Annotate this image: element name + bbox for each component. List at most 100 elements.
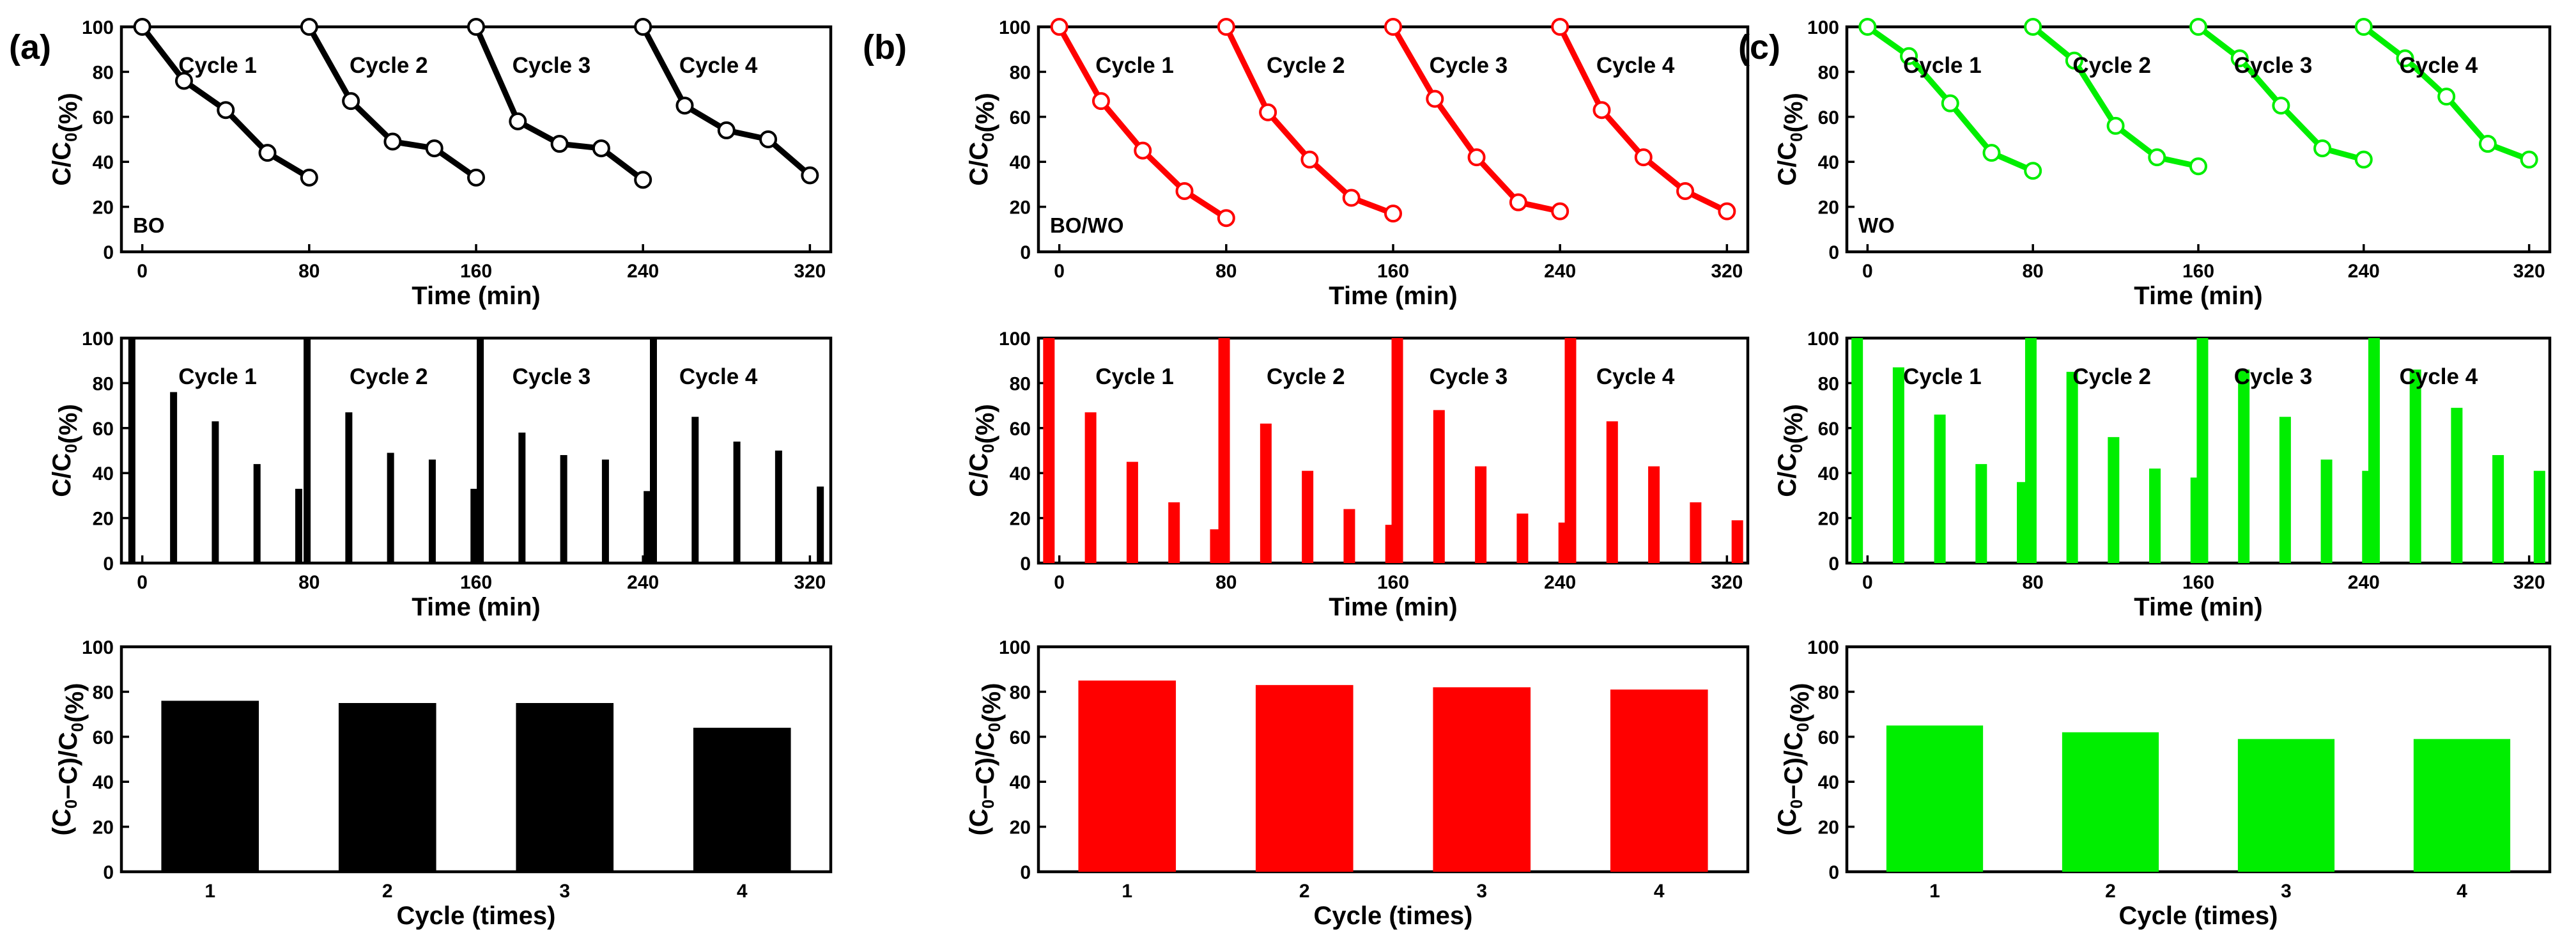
x-tick-label: 320 — [794, 261, 826, 282]
y-tick-label: 0 — [103, 242, 114, 263]
y-tick-label: 20 — [1818, 509, 1839, 530]
x-tick-label: 160 — [2182, 261, 2214, 282]
cycle-label: Cycle 1 — [178, 364, 257, 389]
bar-cycle-2 — [2108, 437, 2120, 563]
x-tick-label: 160 — [460, 572, 492, 593]
y-tick-label: 20 — [1010, 197, 1031, 219]
data-point — [133, 18, 151, 36]
panel-letter: (c) — [1738, 28, 1780, 66]
bar-cycle-2 — [428, 460, 436, 563]
panel-letter: (a) — [9, 28, 51, 66]
panel-letter: (b) — [863, 28, 907, 66]
bar-cycle-1 — [170, 392, 178, 563]
cycle-label: Cycle 4 — [1596, 53, 1675, 78]
x-tick-label: 240 — [2348, 572, 2380, 593]
x-tick-label: 2 — [1299, 881, 1310, 902]
bar-cycle-4 — [691, 417, 699, 563]
removal-bar — [1433, 687, 1531, 872]
line-chart: 0 20 40 60 80 100 0 80 160 240 320 Time (min) C/C0(%… — [1773, 17, 2552, 310]
y-tick-label: 0 — [1828, 862, 1839, 883]
bar-cycle-4 — [650, 338, 657, 563]
time-bar-chart: 0 20 40 60 80 100 0 80 160 240 320 Time (min) C/C0(%… — [965, 329, 1750, 621]
y-tick-label: 100 — [82, 637, 114, 658]
cycle-label: Cycle 2 — [1267, 53, 1345, 78]
bar-cycle-1 — [212, 421, 219, 563]
data-point — [1259, 103, 1277, 121]
y-tick-label: 40 — [1818, 772, 1839, 793]
removal-bar — [1886, 725, 1984, 872]
y-axis-label: C/C0(%) — [965, 404, 999, 497]
cycle-label: Cycle 1 — [1095, 364, 1174, 389]
x-axis-label: Time (min) — [2134, 593, 2263, 621]
cycle-label: Cycle 3 — [2234, 364, 2313, 389]
bar-cycle-4 — [2368, 338, 2380, 563]
time-bar-chart: 0 20 40 60 80 100 0 80 160 240 320 Time (min) C/C0(%… — [1773, 329, 2552, 621]
x-axis-label: Time (min) — [412, 282, 541, 310]
y-tick-label: 40 — [1010, 463, 1031, 484]
cycle-label: Cycle 4 — [679, 364, 758, 389]
data-point — [467, 168, 485, 187]
data-point — [1858, 18, 1877, 36]
x-tick-label: 240 — [1544, 261, 1576, 282]
x-axis-label: Time (min) — [412, 593, 541, 621]
data-point — [1941, 94, 1959, 112]
cycle-label: Cycle 1 — [1903, 53, 1982, 78]
y-tick-label: 40 — [1010, 772, 1031, 793]
y-tick-label: 80 — [1818, 373, 1839, 394]
plot-frame — [1037, 645, 1750, 874]
data-point — [342, 92, 360, 111]
bar-cycle-4 — [1564, 338, 1577, 563]
bar-cycle-1 — [1851, 338, 1863, 563]
bar-cycle-2 — [387, 452, 394, 563]
y-tick-label: 80 — [93, 373, 114, 394]
y-tick-label: 20 — [1818, 197, 1839, 219]
bar-cycle-3 — [477, 338, 484, 563]
y-tick-label: 100 — [1807, 17, 1839, 38]
series-line-cycle-3 — [2196, 24, 2365, 163]
cycle-label: Cycle 1 — [1903, 364, 1982, 389]
data-point — [1050, 18, 1068, 36]
series-line-cycle-2 — [306, 25, 478, 180]
plot-frame — [1845, 645, 2552, 874]
bar-cycle-4 — [775, 451, 782, 563]
removal-bar-chart: 0 20 40 60 80 100 1 2 3 4 Cycle (times) (C0−C)/C0(%… — [48, 637, 833, 930]
bar-cycle-2 — [2149, 468, 2161, 563]
y-axis-label: C/C0(%) — [48, 404, 82, 497]
data-point — [2148, 148, 2166, 167]
x-tick-label: 2 — [2105, 881, 2116, 902]
data-point — [383, 132, 402, 151]
x-axis-label: Time (min) — [1329, 282, 1458, 310]
x-tick-label: 80 — [2022, 261, 2043, 282]
removal-bar — [338, 703, 436, 872]
bar-cycle-3 — [2320, 460, 2333, 563]
data-point — [801, 166, 819, 185]
bar-cycle-2 — [2066, 371, 2078, 563]
removal-bar-chart: 0 20 40 60 80 100 1 2 3 4 Cycle (times) (C0−C)/C0(%… — [965, 637, 1750, 930]
bar-cycle-2 — [470, 488, 478, 563]
bar-cycle-1 — [1126, 461, 1138, 563]
data-point — [1217, 18, 1235, 36]
data-point — [1593, 101, 1611, 120]
x-axis-label: Time (min) — [2134, 282, 2263, 310]
bar-cycle-2 — [345, 412, 353, 563]
x-axis-label: Cycle (times) — [2119, 902, 2278, 930]
y-tick-label: 100 — [999, 17, 1031, 38]
x-tick-label: 0 — [1862, 261, 1873, 282]
y-tick-label: 60 — [93, 419, 114, 440]
bar-cycle-1 — [1043, 338, 1055, 563]
data-point — [509, 112, 527, 130]
bar-cycle-1 — [128, 338, 135, 563]
y-axis-label: (C0−C)/C0(%) — [1773, 683, 1814, 836]
removal-bar — [2062, 732, 2159, 872]
y-tick-label: 80 — [1818, 682, 1839, 703]
cycle-label: Cycle 4 — [679, 53, 758, 78]
bar-cycle-4 — [817, 486, 824, 563]
bar-cycle-2 — [1343, 509, 1355, 563]
sample-label: BO/WO — [1050, 213, 1123, 237]
y-tick-label: 0 — [103, 553, 114, 575]
y-tick-label: 80 — [1010, 682, 1031, 703]
y-axis-label: C/C0(%) — [1773, 93, 1808, 186]
x-tick-label: 80 — [2022, 572, 2043, 593]
x-tick-label: 80 — [1215, 261, 1237, 282]
